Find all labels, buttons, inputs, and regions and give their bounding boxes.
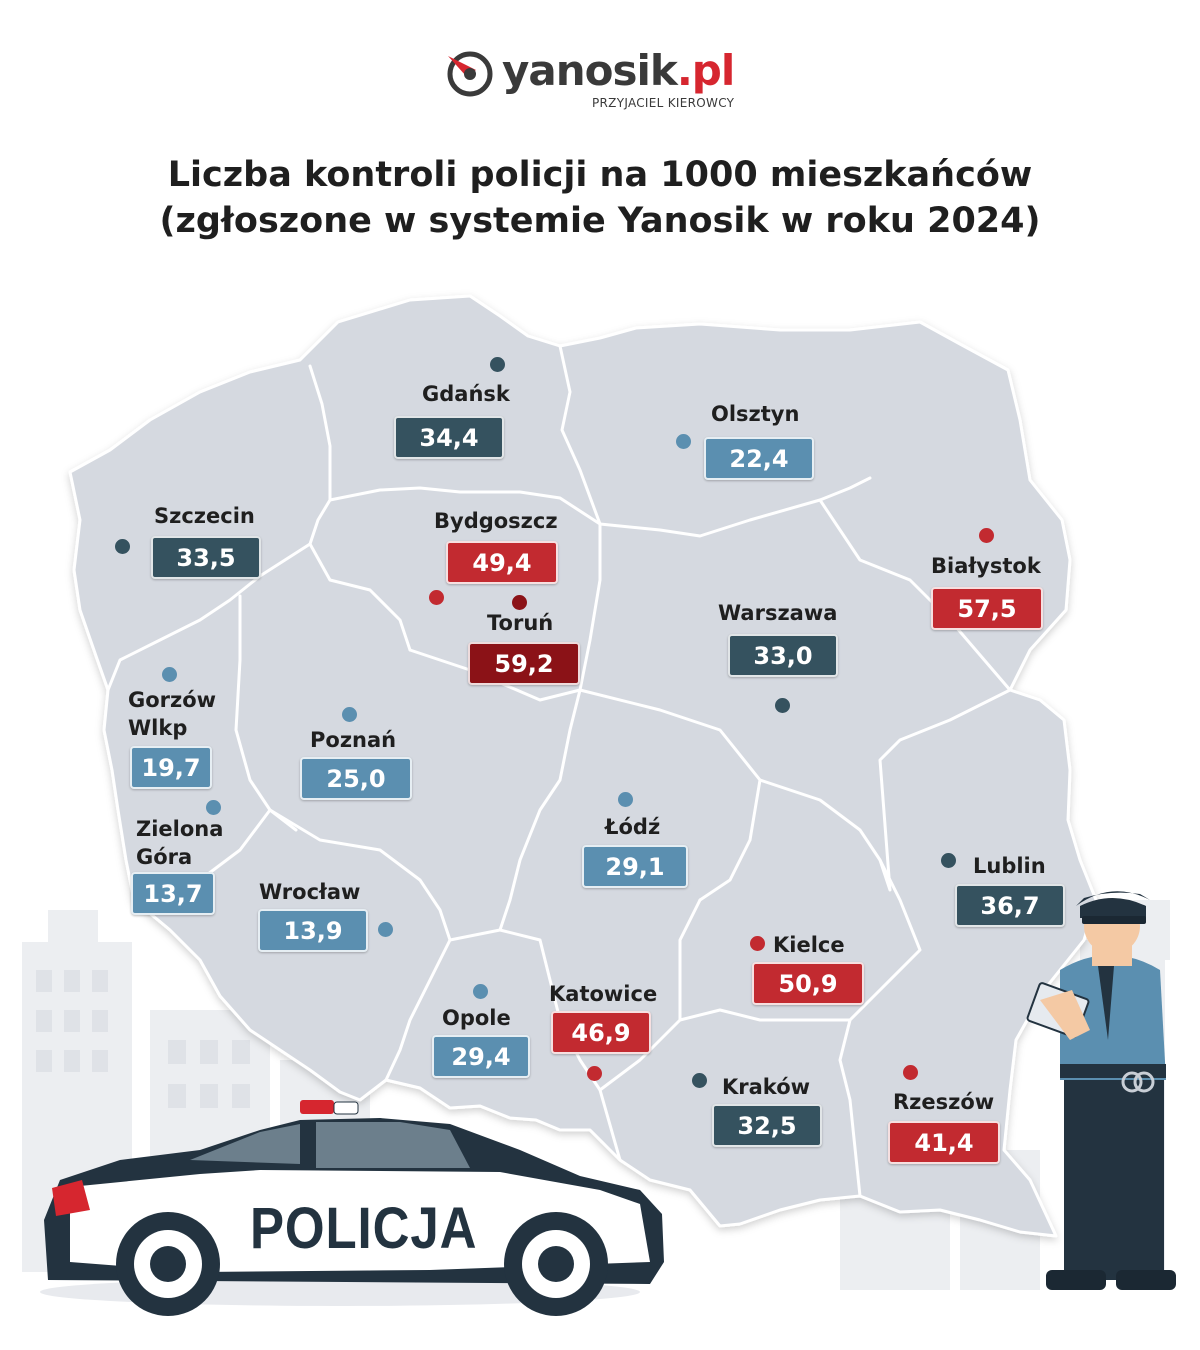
city-marker (775, 698, 790, 713)
city-marker (750, 936, 765, 951)
city-value: 46,9 (551, 1011, 651, 1054)
city-name: Gdańsk (422, 382, 510, 406)
city-value: 29,4 (432, 1035, 530, 1078)
city-value: 33,5 (151, 536, 261, 579)
city-marker (941, 853, 956, 868)
city-value: 13,7 (131, 872, 215, 915)
city-value: 22,4 (704, 437, 814, 480)
city-value: 57,5 (931, 587, 1043, 630)
city-marker (903, 1065, 918, 1080)
title-line-1: Liczba kontroli policji na 1000 mieszkań… (167, 155, 1033, 195)
city-name-line-1: Gorzów (128, 688, 217, 712)
city-value: 49,4 (446, 541, 558, 584)
city-marker (490, 357, 505, 372)
city-marker (676, 434, 691, 449)
city-value: 33,0 (728, 634, 838, 677)
city-marker (115, 539, 130, 554)
city-name: Szczecin (154, 504, 255, 528)
city-name: Rzeszów (893, 1090, 995, 1114)
city-marker (378, 922, 393, 937)
police-officer-icon (1026, 891, 1176, 1290)
city-name: Katowice (549, 982, 658, 1006)
city-value: 34,4 (394, 416, 504, 459)
city-marker (206, 800, 221, 815)
city-marker (162, 667, 177, 682)
city-value: 50,9 (752, 962, 864, 1005)
city-name: Olsztyn (711, 402, 800, 426)
city-value: 25,0 (300, 757, 412, 800)
compass-arrow-icon (447, 51, 493, 97)
brand-name-main: yanosik (502, 46, 678, 95)
city-value: 59,2 (468, 642, 580, 685)
brand-tagline: PRZYJACIEL KIEROWCY (592, 96, 735, 110)
city-marker (692, 1073, 707, 1088)
police-car-icon (40, 1100, 664, 1316)
poland-map (22, 294, 1176, 1316)
city-marker (342, 707, 357, 722)
city-name: Białystok (931, 554, 1041, 578)
city-name-line-2: Góra (136, 845, 193, 869)
city-name: Łódź (605, 815, 661, 839)
city-marker (587, 1066, 602, 1081)
city-value: 32,5 (712, 1104, 822, 1147)
title-line-2: (zgłoszone w systemie Yanosik w roku 202… (159, 201, 1041, 241)
city-name: Warszawa (718, 601, 838, 625)
city-name: Opole (442, 1006, 511, 1030)
city-name: Wrocław (259, 880, 361, 904)
city-name: Poznań (310, 728, 397, 752)
brand-logo: yanosik.pl PRZYJACIEL KIEROWCY (446, 42, 766, 122)
city-value: 13,9 (258, 909, 368, 952)
page-title: Liczba kontroli policji na 1000 mieszkań… (0, 152, 1200, 244)
city-name: Kielce (773, 933, 845, 957)
city-name: Toruń (487, 611, 554, 635)
city-marker (429, 590, 444, 605)
police-car-label: POLICJA (250, 1196, 478, 1261)
city-value: 36,7 (955, 884, 1065, 927)
brand-name-domain: .pl (676, 46, 735, 95)
city-marker (979, 528, 994, 543)
city-value: 19,7 (130, 746, 212, 789)
city-name: Kraków (722, 1075, 811, 1099)
brand-name: yanosik.pl (502, 46, 735, 95)
city-value: 41,4 (888, 1121, 1000, 1164)
city-name-line-2: Wlkp (128, 716, 188, 740)
city-marker (618, 792, 633, 807)
city-name-line-1: Zielona (136, 817, 224, 841)
city-name: Bydgoszcz (434, 509, 558, 533)
city-name: Lublin (973, 854, 1046, 878)
city-marker (512, 595, 527, 610)
city-marker (473, 984, 488, 999)
city-value: 29,1 (582, 845, 688, 888)
